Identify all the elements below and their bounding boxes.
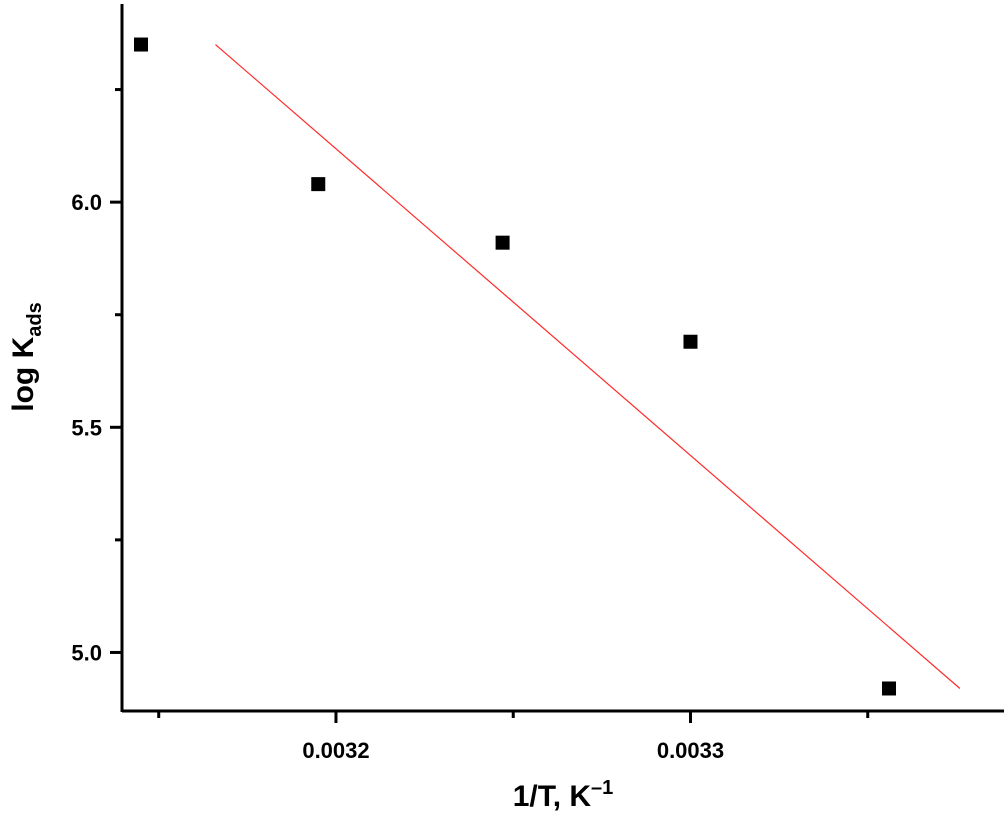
x-axis-title-superscript: –1 [591, 777, 613, 799]
data-point [495, 235, 510, 250]
x-minor-ticks [157, 711, 870, 718]
x-ticks: 0.0032 0.0033 [302, 711, 724, 763]
y-tick-label: 5.0 [71, 640, 102, 665]
linear-fit-line [215, 44, 961, 689]
data-point [311, 177, 326, 192]
y-minor-ticks [115, 88, 122, 542]
y-tick-label: 5.5 [71, 415, 102, 440]
x-axis-title-main: 1/T, K [513, 780, 592, 813]
data-points [134, 37, 897, 696]
fit-line-layer [215, 44, 961, 689]
data-point [683, 334, 698, 349]
x-axis-title: 1/T, K–1 [513, 777, 614, 813]
y-tick-label: 6.0 [71, 190, 102, 215]
y-axis-title-subscript: ads [24, 302, 46, 336]
plot-area: 0.0032 0.0033 5.0 5.5 6.0 [71, 4, 1004, 763]
y-axis-title: log Kads [7, 302, 46, 411]
y-axis-title-main: log K [7, 336, 40, 411]
data-point [882, 681, 897, 696]
x-tick-label: 0.0032 [302, 738, 369, 763]
y-ticks: 5.0 5.5 6.0 [71, 190, 122, 665]
x-tick-label: 0.0033 [657, 738, 724, 763]
data-point [134, 37, 148, 52]
